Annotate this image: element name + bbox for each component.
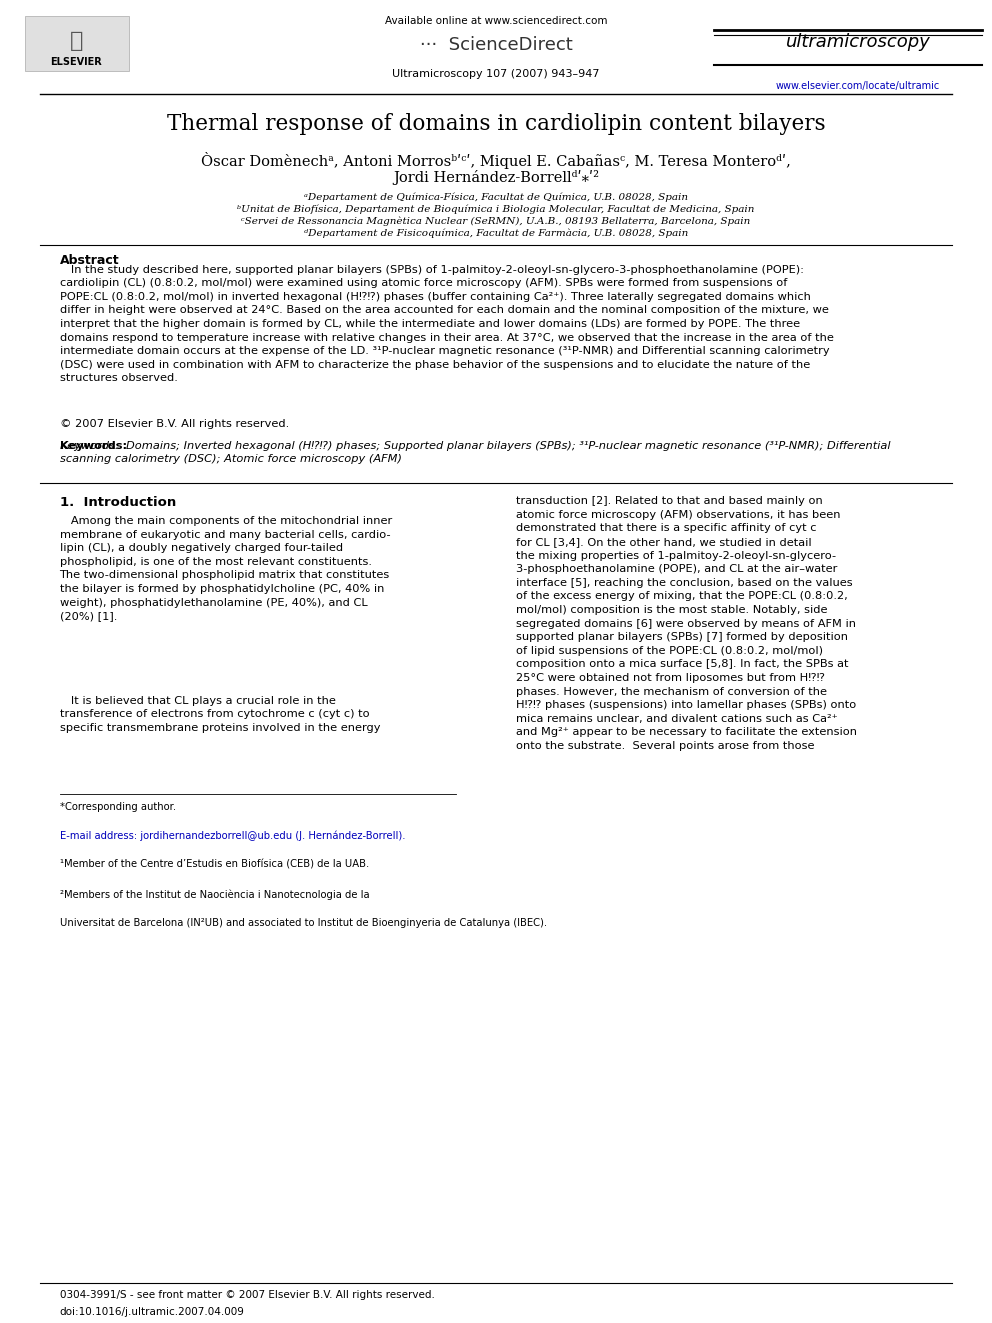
Text: It is believed that CL plays a crucial role in the
transference of electrons fro: It is believed that CL plays a crucial r… (60, 696, 380, 733)
Text: Abstract: Abstract (60, 254, 119, 267)
Text: © 2007 Elsevier B.V. All rights reserved.: © 2007 Elsevier B.V. All rights reserved… (60, 419, 289, 430)
Text: *Corresponding author.: *Corresponding author. (60, 802, 176, 812)
Text: 🌳: 🌳 (69, 30, 83, 52)
Text: ¹Member of the Centre d’Estudis en Biofísica (CEB) de la UAB.: ¹Member of the Centre d’Estudis en Biofí… (60, 860, 369, 871)
Text: Universitat de Barcelona (IN²UB) and associated to Institut de Bioenginyeria de : Universitat de Barcelona (IN²UB) and ass… (60, 918, 547, 929)
Text: In the study described here, supported planar bilayers (SPBs) of 1-palmitoy-2-ol: In the study described here, supported p… (60, 265, 833, 384)
Text: 1.  Introduction: 1. Introduction (60, 496, 176, 509)
Text: 0304-3991/S - see front matter © 2007 Elsevier B.V. All rights reserved.: 0304-3991/S - see front matter © 2007 El… (60, 1290, 434, 1301)
Text: Available online at www.sciencedirect.com: Available online at www.sciencedirect.co… (385, 16, 607, 26)
Text: ²Members of the Institut de Naociència i Nanotecnologia de la: ²Members of the Institut de Naociència i… (60, 889, 369, 900)
Text: doi:10.1016/j.ultramic.2007.04.009: doi:10.1016/j.ultramic.2007.04.009 (60, 1307, 244, 1318)
Text: ᵈDepartament de Fisicoquímica, Facultat de Farmàcia, U.B. 08028, Spain: ᵈDepartament de Fisicoquímica, Facultat … (304, 228, 688, 238)
Text: Keywords:  Domains; Inverted hexagonal (H⁉⁉) phases; Supported planar bilayers (: Keywords: Domains; Inverted hexagonal (H… (60, 441, 890, 464)
Text: ᵇUnitat de Biofísica, Departament de Bioquímica i Biologia Molecular, Facultat d: ᵇUnitat de Biofísica, Departament de Bio… (237, 204, 755, 214)
Text: Thermal response of domains in cardiolipin content bilayers: Thermal response of domains in cardiolip… (167, 114, 825, 135)
Text: E-mail address: jordihernandezborrell@ub.edu (J. Hernández-Borrell).: E-mail address: jordihernandezborrell@ub… (60, 831, 405, 841)
Text: Ultramicroscopy 107 (2007) 943–947: Ultramicroscopy 107 (2007) 943–947 (392, 69, 600, 79)
Text: ᵃDepartament de Química-Física, Facultat de Química, U.B. 08028, Spain: ᵃDepartament de Química-Física, Facultat… (304, 192, 688, 202)
Text: www.elsevier.com/locate/ultramic: www.elsevier.com/locate/ultramic (776, 81, 940, 91)
Text: Among the main components of the mitochondrial inner
membrane of eukaryotic and : Among the main components of the mitocho… (60, 516, 392, 622)
Text: Keywords:: Keywords: (60, 441, 127, 451)
Text: ···  ScienceDirect: ··· ScienceDirect (420, 36, 572, 54)
Text: ELSEVIER: ELSEVIER (51, 57, 102, 67)
Text: Òscar Domènechᵃ, Antoni Morrosᵇʹᶜʹ, Miquel E. Cabañasᶜ, M. Teresa Monteroᵈʹ,: Òscar Domènechᵃ, Antoni Morrosᵇʹᶜʹ, Miqu… (201, 152, 791, 168)
Text: ultramicroscopy: ultramicroscopy (786, 33, 930, 52)
FancyBboxPatch shape (25, 16, 129, 71)
Text: ᶜServei de Ressonancia Magnètica Nuclear (SeRMN), U.A.B., 08193 Bellaterra, Barc: ᶜServei de Ressonancia Magnètica Nuclear… (241, 216, 751, 226)
Text: Jordi Hernández-Borrellᵈʹ⁎ʹ²: Jordi Hernández-Borrellᵈʹ⁎ʹ² (393, 169, 599, 185)
Text: transduction [2]. Related to that and based mainly on
atomic force microscopy (A: transduction [2]. Related to that and ba… (516, 496, 857, 751)
